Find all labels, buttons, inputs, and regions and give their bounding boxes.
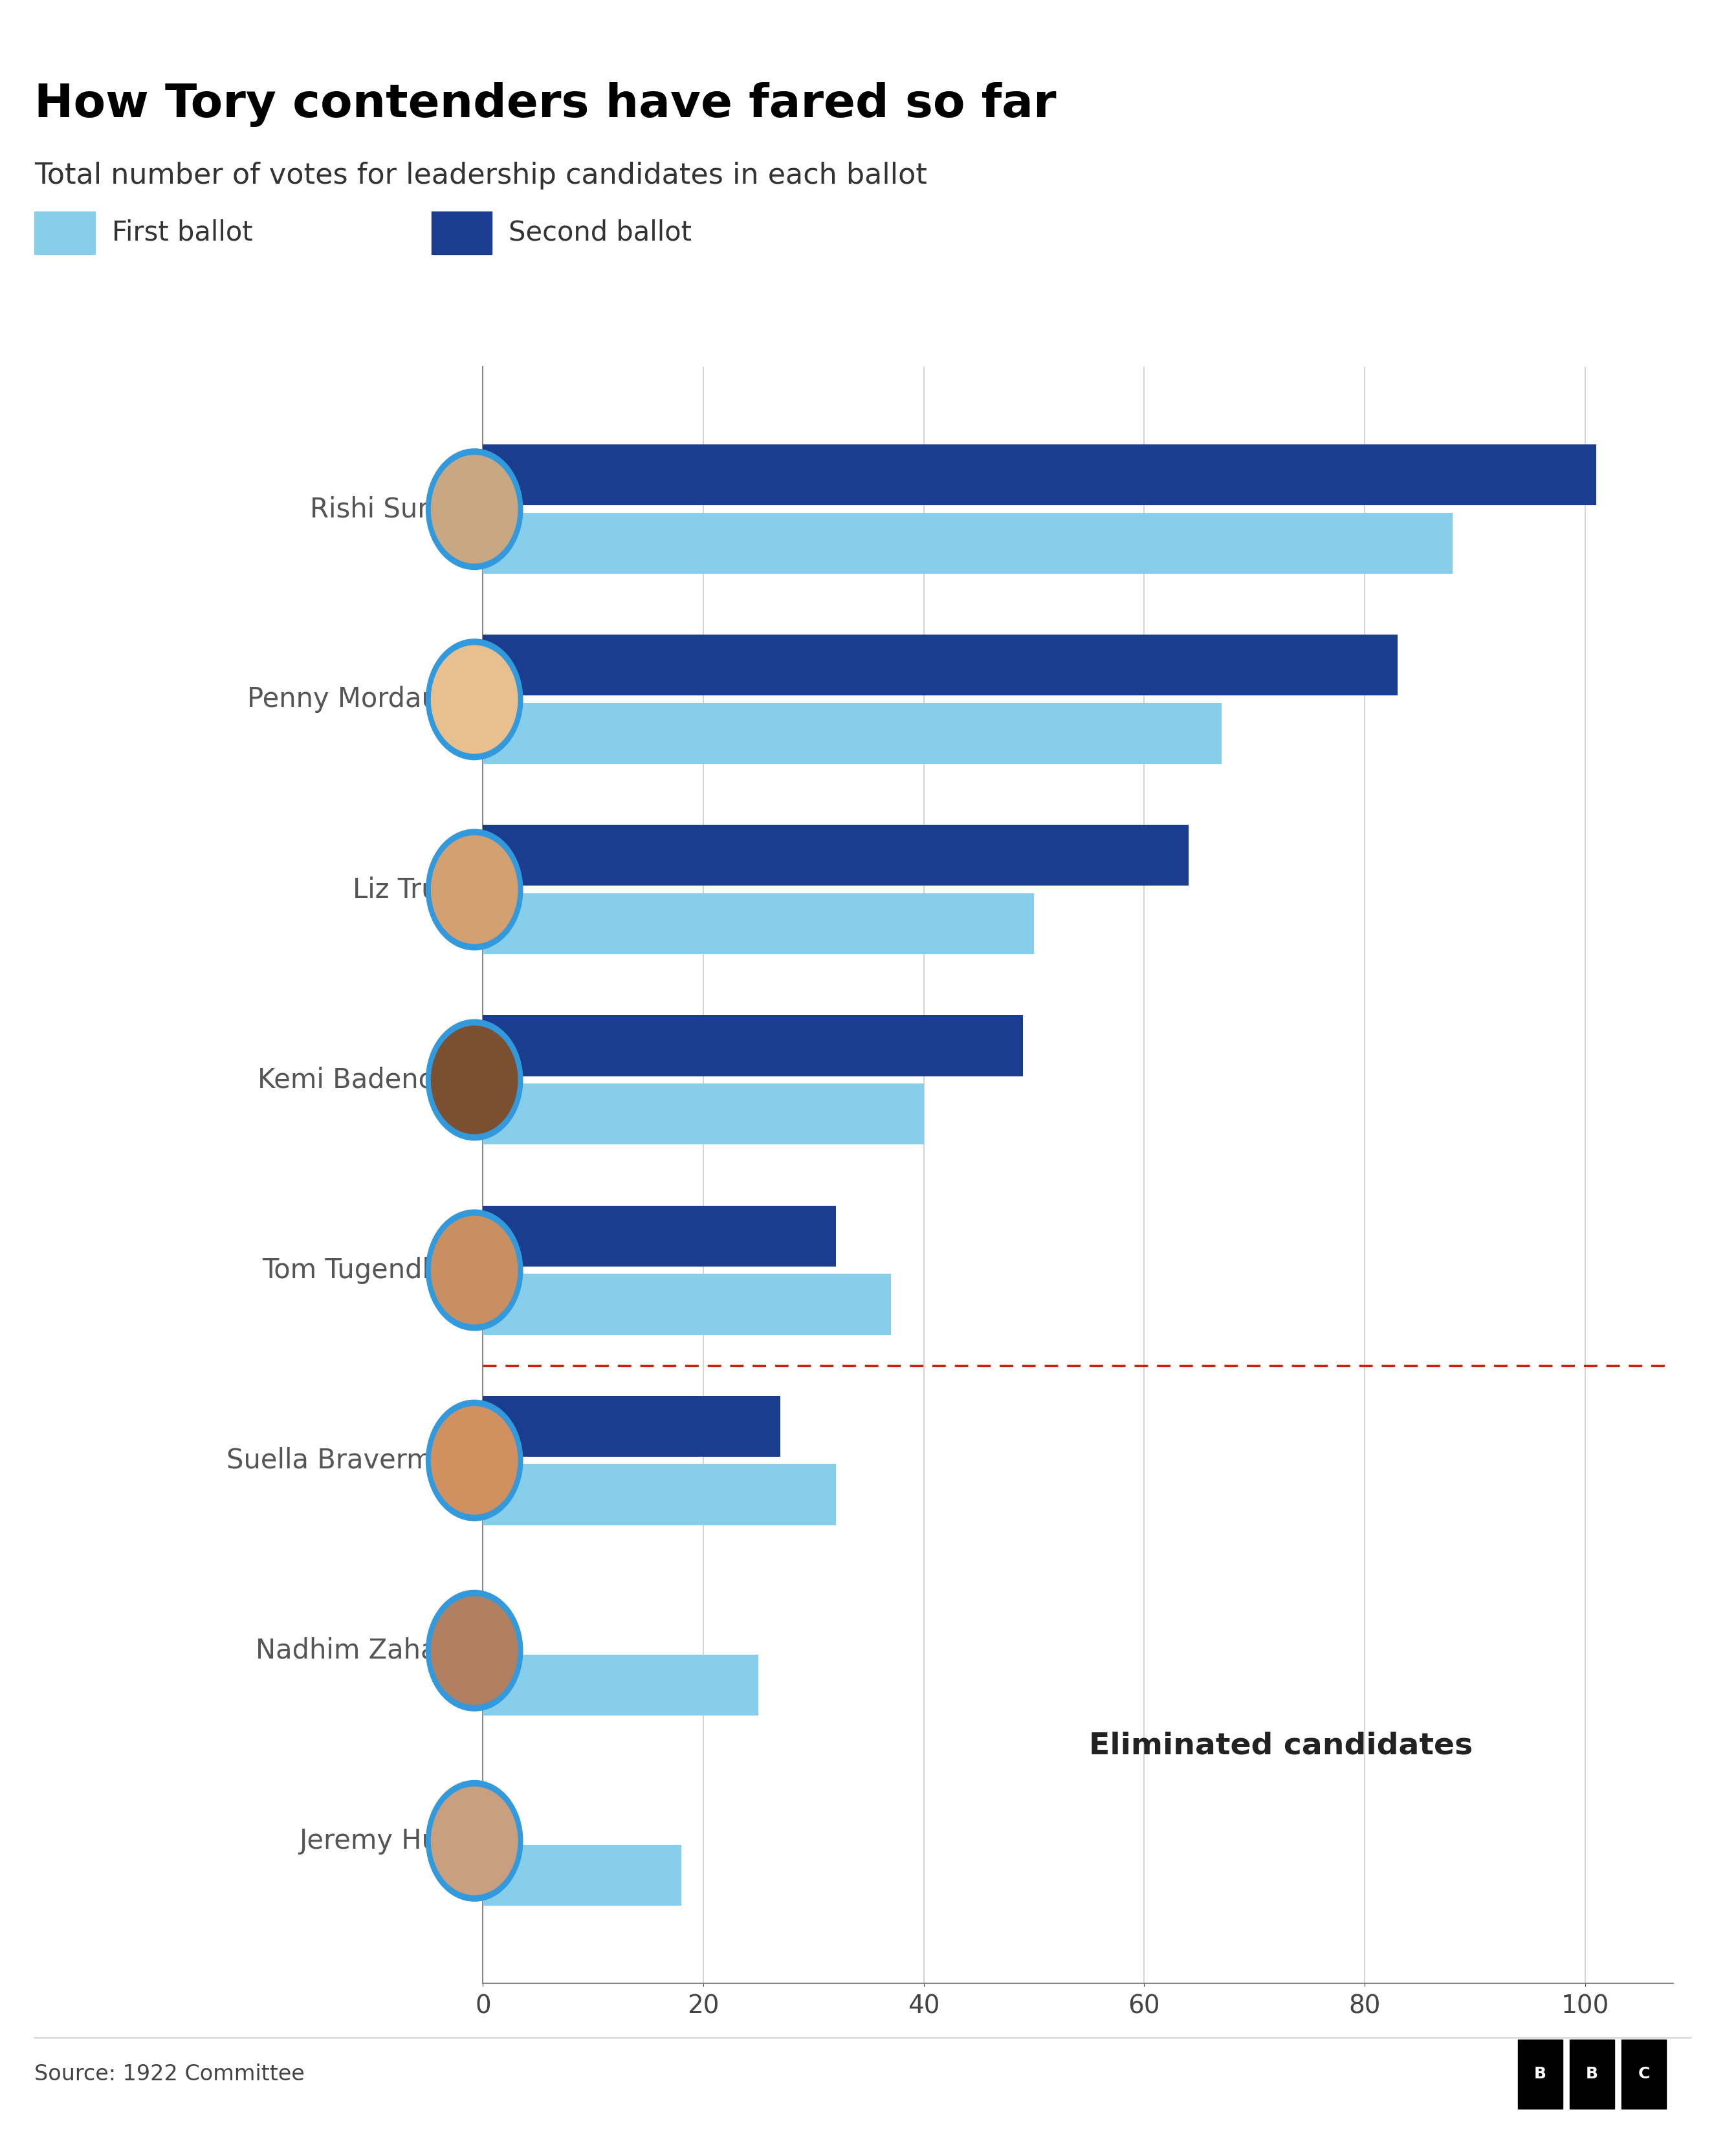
Bar: [483, 1015, 1023, 1076]
Bar: [483, 1464, 835, 1524]
Text: How Tory contenders have fared so far: How Tory contenders have fared so far: [34, 82, 1056, 127]
Text: Eliminated candidates: Eliminated candidates: [1088, 1731, 1473, 1759]
Text: Tom Tugendhat: Tom Tugendhat: [262, 1257, 466, 1283]
Text: Total number of votes for leadership candidates in each ballot: Total number of votes for leadership can…: [34, 162, 928, 190]
Bar: [483, 1395, 780, 1457]
Text: Source: 1922 Committee: Source: 1922 Committee: [34, 2063, 305, 2085]
Text: B: B: [1534, 2065, 1547, 2083]
Text: Kemi Badenoch: Kemi Badenoch: [257, 1067, 466, 1093]
Text: Second ballot: Second ballot: [509, 220, 692, 246]
Bar: [483, 1084, 925, 1145]
Bar: [483, 826, 1189, 886]
Bar: [483, 1274, 890, 1335]
Bar: [483, 703, 1221, 763]
Bar: [483, 513, 1452, 573]
Text: Rishi Sunak: Rishi Sunak: [310, 496, 466, 522]
Text: Jeremy Hunt: Jeremy Hunt: [298, 1828, 466, 1854]
Bar: [483, 634, 1397, 696]
Text: First ballot: First ballot: [112, 220, 254, 246]
Text: B: B: [1585, 2065, 1599, 2083]
Bar: [483, 1205, 835, 1266]
Text: Liz Truss: Liz Truss: [352, 875, 466, 903]
Text: Nadhim Zahawi: Nadhim Zahawi: [255, 1636, 466, 1664]
Text: Penny Mordaunt: Penny Mordaunt: [247, 686, 466, 714]
Text: C: C: [1639, 2065, 1649, 2083]
Bar: [483, 1846, 681, 1906]
Bar: [483, 1654, 759, 1716]
Text: Suella Braverman: Suella Braverman: [226, 1447, 466, 1475]
Bar: [483, 893, 1033, 955]
Bar: [483, 444, 1596, 505]
